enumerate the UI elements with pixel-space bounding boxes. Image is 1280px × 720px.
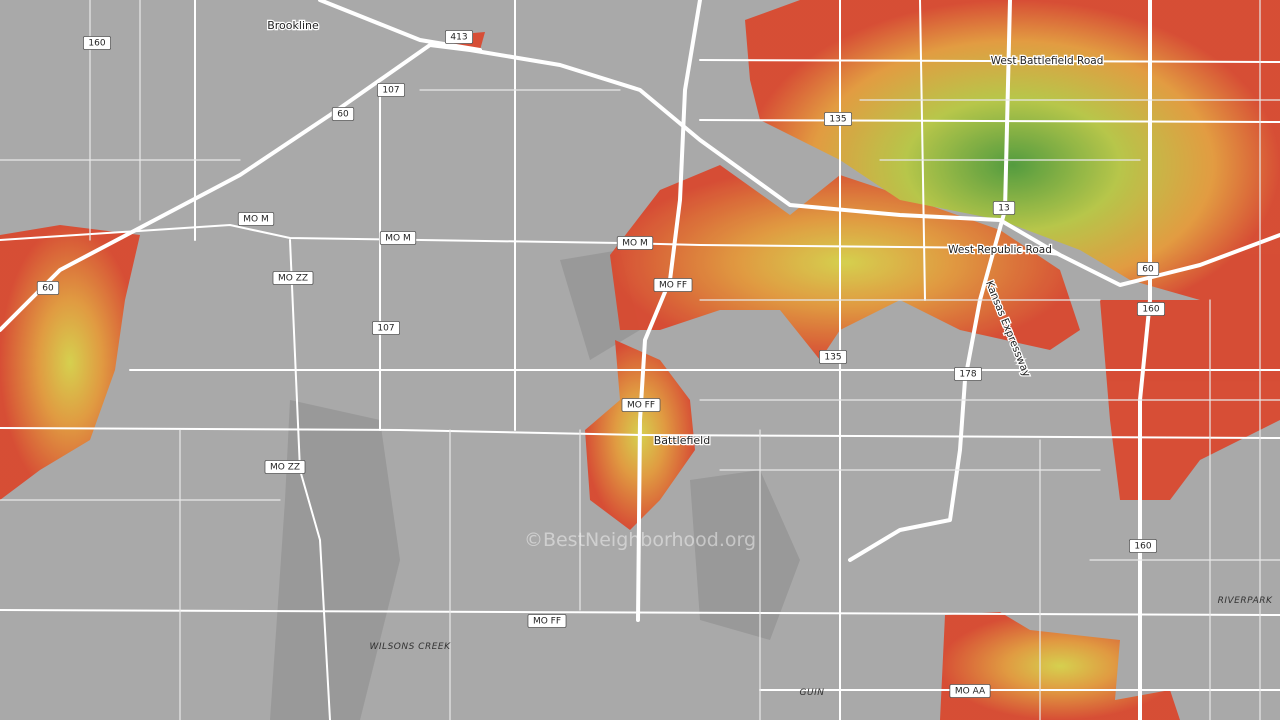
watermark: ©BestNeighborhood.org xyxy=(524,529,756,551)
shield-box xyxy=(616,236,654,250)
route-shield: 160 xyxy=(1142,305,1159,315)
shield-box xyxy=(36,281,60,295)
shield-box xyxy=(653,278,693,292)
route-shields: 160 413 107 60 MO M MO M MO M MO ZZ 107 … xyxy=(36,30,1165,698)
shield-box xyxy=(372,321,400,335)
shield-box xyxy=(272,271,314,285)
route-shield: 60 xyxy=(42,284,54,294)
shield-box xyxy=(954,367,982,381)
shield-box xyxy=(445,30,473,44)
area-label: WILSONS CREEK xyxy=(370,642,452,652)
shield-box xyxy=(377,83,405,97)
route-shield: 107 xyxy=(382,86,399,96)
road-label: West Republic Road xyxy=(948,244,1052,256)
route-shield: MO FF xyxy=(627,401,655,411)
route-shield: MO ZZ xyxy=(278,274,308,284)
route-shield: 135 xyxy=(829,115,846,125)
road-label: West Battlefield Road xyxy=(991,55,1104,67)
area-label: GUIN xyxy=(800,688,825,698)
route-shield: MO M xyxy=(243,215,268,225)
route-shield: 178 xyxy=(959,370,976,380)
shield-box xyxy=(264,460,306,474)
shield-box xyxy=(331,107,355,121)
route-shield: MO M xyxy=(622,239,647,249)
place-label: Battlefield xyxy=(654,434,710,447)
route-shield: MO AA xyxy=(955,687,986,697)
shield-box xyxy=(621,398,661,412)
route-shield: 135 xyxy=(824,353,841,363)
shield-box xyxy=(1137,302,1165,316)
route-shield: 160 xyxy=(88,39,105,49)
place-label: Brookline xyxy=(267,19,319,32)
shield-box xyxy=(1136,262,1160,276)
route-shield: 60 xyxy=(1142,265,1154,275)
area-label: RIVERPARK xyxy=(1218,596,1273,606)
shield-box xyxy=(824,112,852,126)
route-shield: 413 xyxy=(450,33,467,43)
route-shield: 160 xyxy=(1134,542,1151,552)
route-shield: MO FF xyxy=(533,617,561,627)
shield-box xyxy=(527,614,567,628)
shield-box xyxy=(1129,539,1157,553)
shield-box xyxy=(379,231,417,245)
shield-box xyxy=(819,350,847,364)
shield-box xyxy=(949,684,991,698)
route-shield: MO ZZ xyxy=(270,463,300,473)
route-shield: 13 xyxy=(998,204,1009,214)
route-shield: MO M xyxy=(385,234,410,244)
shield-box xyxy=(83,36,111,50)
route-shield: 60 xyxy=(337,110,349,120)
shield-box xyxy=(992,201,1016,215)
shield-box xyxy=(237,212,275,226)
route-shield: 107 xyxy=(377,324,394,334)
route-shield: MO FF xyxy=(659,281,687,291)
